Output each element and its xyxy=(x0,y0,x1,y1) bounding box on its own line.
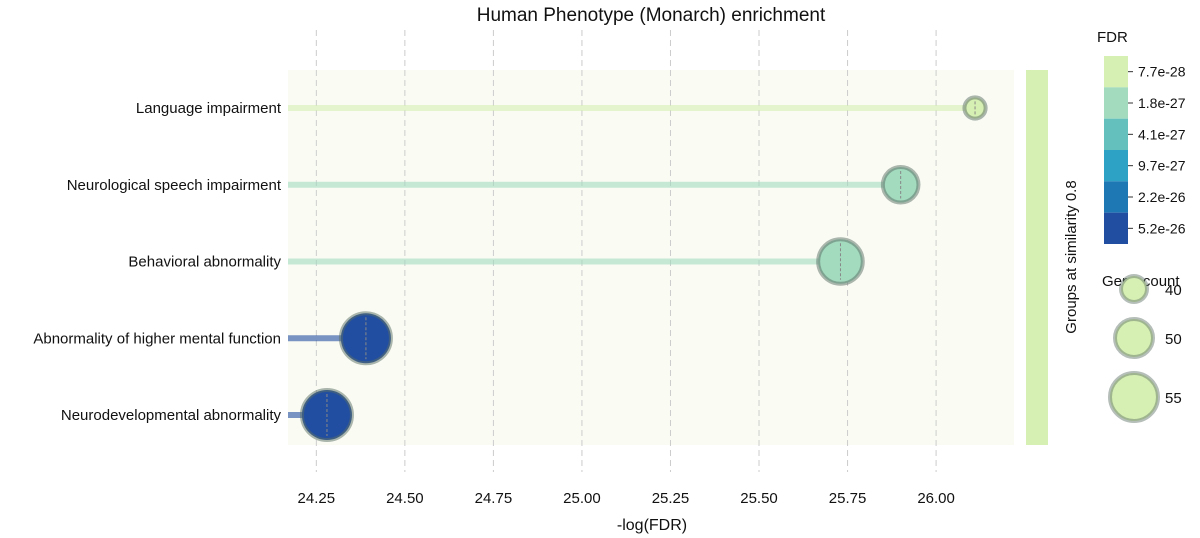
lollipop-dots xyxy=(299,95,988,442)
x-tick-label: 24.75 xyxy=(475,490,513,507)
lollipop-dot xyxy=(816,237,865,286)
category-label: Neurodevelopmental abnormality xyxy=(61,407,282,424)
fdr-swatch xyxy=(1104,118,1128,150)
x-tick-label: 25.25 xyxy=(652,490,690,507)
fdr-legend-title: FDR xyxy=(1097,29,1128,46)
gene-count-label: 40 xyxy=(1165,282,1182,299)
gene-count-circle xyxy=(1108,371,1160,423)
category-label: Behavioral abnormality xyxy=(128,254,281,271)
x-tick-label: 24.25 xyxy=(298,490,336,507)
fdr-label: 9.7e-27 xyxy=(1138,158,1186,174)
fdr-label: 1.8e-27 xyxy=(1138,95,1186,111)
group-bar xyxy=(1026,70,1048,445)
y-axis-labels: Language impairment Neurological speech i… xyxy=(33,100,281,424)
x-tick-label: 26.00 xyxy=(917,490,955,507)
category-label: Abnormality of higher mental function xyxy=(33,330,281,347)
fdr-legend: 7.7e-28 1.8e-27 4.1e-27 9.7e-27 2.2e-26 5.2e-… xyxy=(1104,56,1186,244)
category-label: Language impairment xyxy=(136,100,282,117)
fdr-swatch xyxy=(1104,56,1128,88)
x-tick-label: 25.75 xyxy=(829,490,867,507)
category-label: Neurological speech impairment xyxy=(67,177,282,194)
fdr-swatch xyxy=(1104,87,1128,119)
plot-background xyxy=(288,70,1014,445)
fdr-swatch xyxy=(1104,181,1128,213)
lollipop-dot xyxy=(880,164,921,205)
gene-count-circle xyxy=(1113,317,1155,359)
gene-count-circle xyxy=(1119,274,1149,304)
fdr-label: 7.7e-28 xyxy=(1138,64,1186,80)
x-axis-ticks: 24.25 24.50 24.75 25.00 25.25 25.50 25.75 26.00 xyxy=(298,490,955,507)
fdr-label: 5.2e-26 xyxy=(1138,220,1186,236)
chart-title: Human Phenotype (Monarch) enrichment xyxy=(477,5,826,26)
fdr-swatch xyxy=(1104,212,1128,244)
gene-count-label: 50 xyxy=(1165,331,1182,348)
fdr-swatch xyxy=(1104,150,1128,182)
fdr-label: 2.2e-26 xyxy=(1138,189,1186,205)
gene-count-label: 55 xyxy=(1165,390,1182,407)
x-tick-label: 25.00 xyxy=(563,490,601,507)
x-tick-label: 24.50 xyxy=(386,490,424,507)
group-label: Groups at similarity 0.8 xyxy=(1063,180,1080,333)
x-tick-label: 25.50 xyxy=(740,490,778,507)
x-axis-label: -log(FDR) xyxy=(617,517,687,534)
gene-count-legend: 40 50 55 xyxy=(1108,274,1182,423)
fdr-label: 4.1e-27 xyxy=(1138,126,1186,142)
